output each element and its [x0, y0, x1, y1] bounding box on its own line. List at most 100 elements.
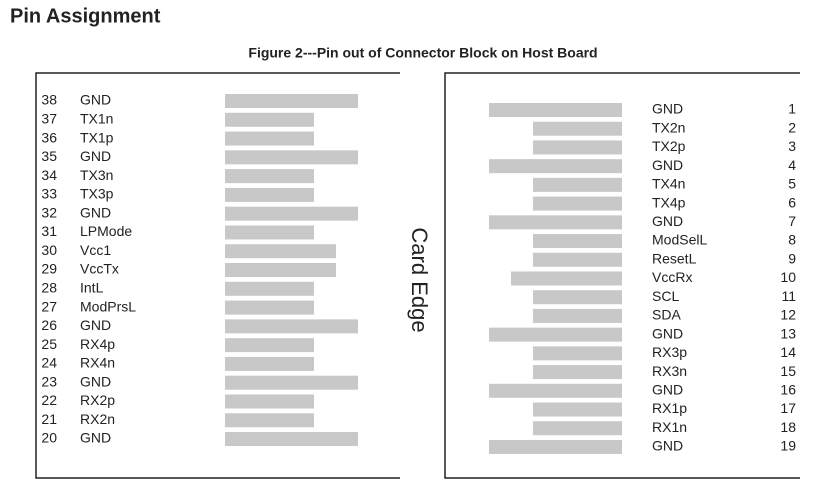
pin-number: 28 — [41, 280, 57, 296]
pin-name: TX2n — [652, 119, 685, 135]
pad — [533, 308, 622, 323]
pad — [533, 196, 622, 211]
pin-name: TX2p — [652, 138, 686, 154]
pad — [225, 300, 314, 315]
pad — [225, 131, 314, 146]
pin-number: 16 — [780, 382, 796, 398]
pad — [225, 112, 314, 127]
pin-name: GND — [80, 430, 111, 446]
pin-number: 31 — [41, 223, 57, 239]
pin-number: 19 — [780, 438, 796, 454]
pin-number: 12 — [780, 307, 796, 323]
pin-name: GND — [80, 373, 111, 389]
pin-number: 32 — [41, 204, 57, 220]
frames — [35, 72, 800, 479]
pad — [489, 439, 622, 454]
pad — [225, 281, 314, 296]
pin-name: GND — [80, 92, 111, 108]
pin-number: 22 — [41, 392, 57, 408]
pin-number: 35 — [41, 148, 57, 164]
pin-number: 29 — [41, 261, 57, 277]
pad — [225, 169, 314, 184]
pad — [225, 206, 358, 221]
pin-name: TX1n — [80, 110, 113, 126]
pin-name: RX1p — [652, 400, 687, 416]
pad — [533, 121, 622, 136]
pad — [489, 159, 622, 174]
pad — [489, 383, 622, 398]
pin-name: RX1n — [652, 419, 687, 435]
pad — [533, 177, 622, 192]
pad — [533, 290, 622, 305]
pad — [225, 356, 314, 371]
pad — [225, 225, 314, 240]
pad — [533, 140, 622, 155]
title: Pin Assignment — [10, 5, 161, 27]
pin-number: 10 — [780, 269, 796, 285]
pin-number: 27 — [41, 298, 57, 314]
pin-number: 14 — [780, 344, 796, 360]
pin-name: TX3n — [80, 167, 113, 183]
card-edge-label: Card Edge — [407, 227, 432, 332]
pad — [225, 94, 358, 108]
pad — [533, 402, 622, 417]
pin-name: ResetL — [652, 250, 697, 266]
pin-number: 38 — [41, 92, 57, 108]
pin-number: 13 — [780, 325, 796, 341]
pad — [533, 421, 622, 436]
pad — [489, 103, 622, 117]
pad — [533, 234, 622, 249]
pin-name: VccTx — [80, 261, 119, 277]
pin-name: ModSelL — [652, 232, 707, 248]
pin-number: 24 — [41, 355, 57, 371]
pin-name: TX4p — [652, 194, 686, 210]
pad — [225, 394, 314, 409]
pad — [225, 432, 358, 447]
pad — [533, 365, 622, 380]
pin-name: TX3p — [80, 186, 114, 202]
pad — [489, 327, 622, 342]
pad — [225, 319, 358, 334]
pin-number: 4 — [788, 157, 796, 173]
pin-number: 36 — [41, 129, 57, 145]
pin-name: VccRx — [652, 269, 692, 285]
pad — [225, 150, 358, 165]
pin-name: GND — [652, 438, 683, 454]
pin-name: LPMode — [80, 223, 132, 239]
pin-name: RX2n — [80, 411, 115, 427]
pin-name: SDA — [652, 307, 681, 323]
pad — [225, 244, 336, 259]
pin-name: Vcc1 — [80, 242, 111, 258]
pin-number: 6 — [788, 194, 796, 210]
pin-name: GND — [80, 317, 111, 333]
pad — [225, 263, 336, 278]
pin-number: 20 — [41, 430, 57, 446]
pin-number: 1 — [788, 101, 796, 117]
pin-name: GND — [80, 148, 111, 164]
pin-number: 21 — [41, 411, 57, 427]
pin-number: 26 — [41, 317, 57, 333]
pad — [225, 375, 358, 390]
pin-number: 25 — [41, 336, 57, 352]
pad — [225, 413, 314, 428]
pin-number: 7 — [788, 213, 796, 229]
pin-number: 5 — [788, 176, 796, 192]
pad — [225, 187, 314, 202]
pin-name: SCL — [652, 288, 679, 304]
pin-number: 9 — [788, 250, 796, 266]
pin-name: RX4p — [80, 336, 115, 352]
pin-number: 2 — [788, 119, 796, 135]
pin-number: 30 — [41, 242, 57, 258]
pin-number: 11 — [781, 288, 796, 304]
pin-name: GND — [80, 204, 111, 220]
pin-name: GND — [652, 382, 683, 398]
pin-name: RX4n — [80, 355, 115, 371]
pin-number: 33 — [41, 186, 57, 202]
pad — [533, 252, 622, 267]
pin-name: TX4n — [652, 176, 685, 192]
pin-number: 17 — [780, 400, 796, 416]
pin-name: GND — [652, 213, 683, 229]
caption: Figure 2---Pin out of Connector Block on… — [248, 45, 597, 61]
pin-name: TX1p — [80, 129, 114, 145]
pin-name: RX2p — [80, 392, 115, 408]
